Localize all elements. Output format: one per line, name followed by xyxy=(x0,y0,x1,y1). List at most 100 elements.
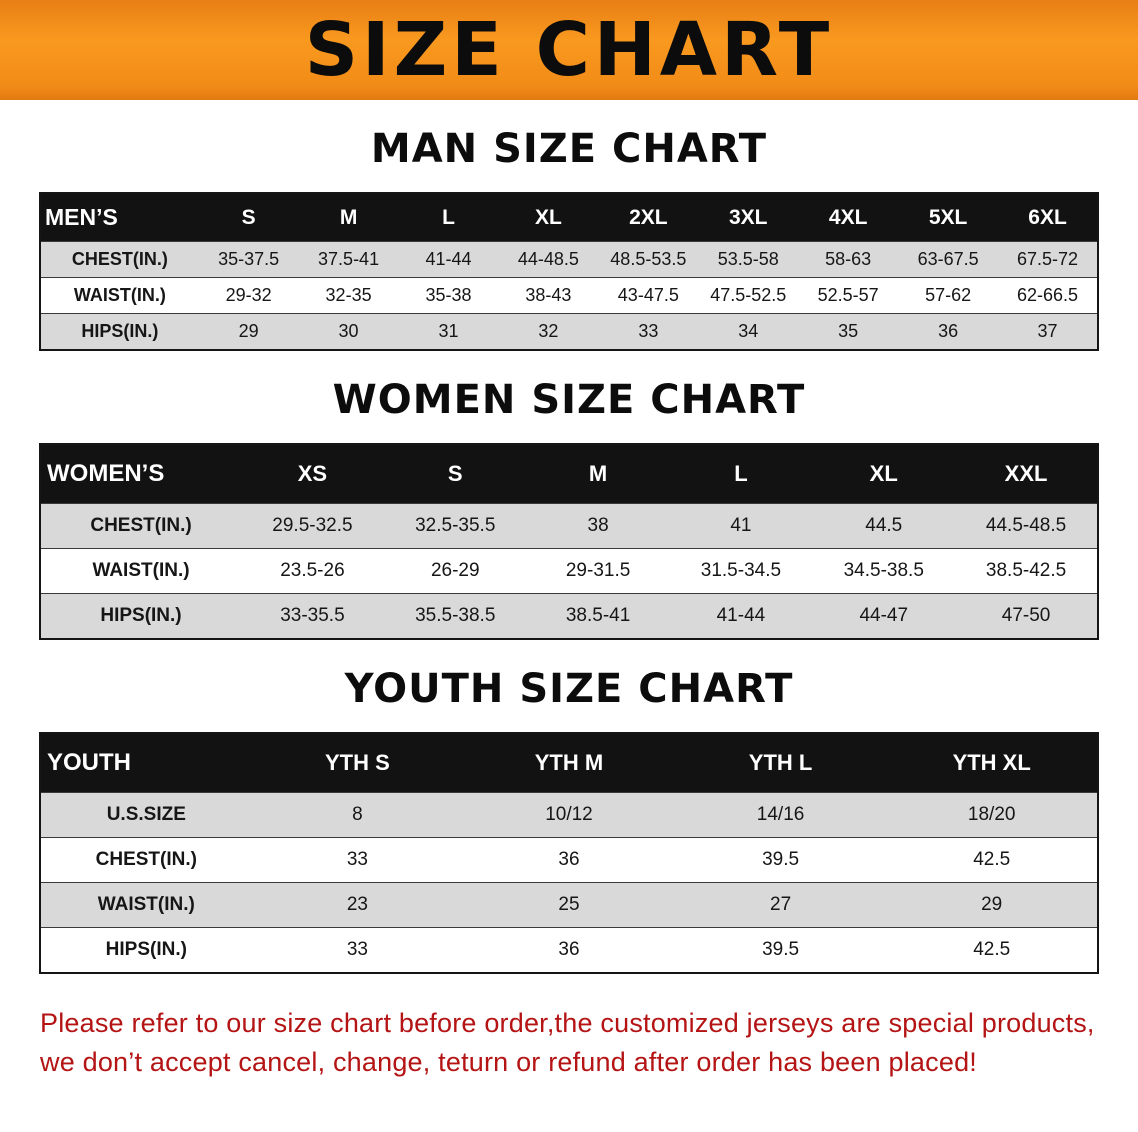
value-cell: 35-37.5 xyxy=(198,241,299,278)
men-section: MAN SIZE CHART MEN’S S M L XL 2XL 3XL 4XL 5XL 6XL C… xyxy=(0,126,1138,351)
youth-table: YOUTH YTH S YTH M YTH L YTH XL U.S.SIZE 8 10/12… xyxy=(39,732,1099,974)
youth-corner-header: YOUTH xyxy=(40,733,252,793)
youth-header-row: YOUTH YTH S YTH M YTH L YTH XL xyxy=(40,733,1098,793)
disclaimer-line-1: Please refer to our size chart before or… xyxy=(40,1008,1095,1038)
size-header: YTH L xyxy=(674,733,887,793)
size-header: S xyxy=(198,193,299,242)
size-header: 2XL xyxy=(598,193,699,242)
value-cell: 33 xyxy=(251,927,464,973)
value-cell: 37 xyxy=(998,313,1098,350)
value-cell: 36 xyxy=(898,313,999,350)
value-cell: 47.5-52.5 xyxy=(698,277,799,314)
value-cell: 43-47.5 xyxy=(598,277,699,314)
value-cell: 34.5-38.5 xyxy=(812,548,956,594)
value-cell: 35-38 xyxy=(398,277,499,314)
value-cell: 44.5-48.5 xyxy=(955,503,1098,549)
row-label: CHEST(IN.) xyxy=(40,837,252,883)
value-cell: 38-43 xyxy=(498,277,599,314)
row-label: CHEST(IN.) xyxy=(40,241,199,278)
men-heading: MAN SIZE CHART xyxy=(370,126,768,172)
value-cell: 42.5 xyxy=(886,927,1098,973)
value-cell: 10/12 xyxy=(463,792,675,838)
value-cell: 57-62 xyxy=(898,277,999,314)
value-cell: 58-63 xyxy=(798,241,899,278)
value-cell: 29 xyxy=(198,313,299,350)
row-label: HIPS(IN.) xyxy=(40,927,252,973)
value-cell: 29-31.5 xyxy=(526,548,670,594)
row-label: HIPS(IN.) xyxy=(40,593,242,639)
table-row: CHEST(IN.) 33 36 39.5 42.5 xyxy=(40,837,1098,883)
size-header: 5XL xyxy=(898,193,999,242)
row-label: WAIST(IN.) xyxy=(40,548,242,594)
size-header: L xyxy=(398,193,499,242)
table-row: CHEST(IN.) 29.5-32.5 32.5-35.5 38 41 44.5 44.5… xyxy=(40,503,1098,549)
value-cell: 44-47 xyxy=(812,593,956,639)
banner: SIZE CHART xyxy=(0,0,1138,100)
value-cell: 31.5-34.5 xyxy=(669,548,813,594)
size-header: XL xyxy=(812,444,956,504)
value-cell: 38.5-42.5 xyxy=(955,548,1098,594)
value-cell: 26-29 xyxy=(383,548,527,594)
value-cell: 39.5 xyxy=(674,927,887,973)
value-cell: 30 xyxy=(298,313,399,350)
table-row: U.S.SIZE 8 10/12 14/16 18/20 xyxy=(40,792,1098,838)
value-cell: 31 xyxy=(398,313,499,350)
table-row: WAIST(IN.) 29-32 32-35 35-38 38-43 43-47.5 47.… xyxy=(40,277,1098,314)
size-header: M xyxy=(298,193,399,242)
value-cell: 47-50 xyxy=(955,593,1098,639)
value-cell: 53.5-58 xyxy=(698,241,799,278)
value-cell: 25 xyxy=(463,882,675,928)
value-cell: 29 xyxy=(886,882,1098,928)
size-header: S xyxy=(383,444,527,504)
women-header-row: WOMEN’S XS S M L XL XXL xyxy=(40,444,1098,504)
value-cell: 29.5-32.5 xyxy=(241,503,384,549)
size-header: M xyxy=(526,444,670,504)
value-cell: 36 xyxy=(463,837,675,883)
row-label: U.S.SIZE xyxy=(40,792,252,838)
men-header-row: MEN’S S M L XL 2XL 3XL 4XL 5XL 6XL xyxy=(40,193,1098,242)
value-cell: 14/16 xyxy=(674,792,887,838)
size-header: 4XL xyxy=(798,193,899,242)
value-cell: 44.5 xyxy=(812,503,956,549)
value-cell: 32-35 xyxy=(298,277,399,314)
value-cell: 27 xyxy=(674,882,887,928)
value-cell: 33 xyxy=(251,837,464,883)
table-row: CHEST(IN.) 35-37.5 37.5-41 41-44 44-48.5 48.5… xyxy=(40,241,1098,278)
size-header: YTH S xyxy=(251,733,464,793)
sections: MAN SIZE CHART MEN’S S M L XL 2XL 3XL 4XL 5XL 6XL C… xyxy=(0,126,1138,974)
value-cell: 32 xyxy=(498,313,599,350)
row-label: WAIST(IN.) xyxy=(40,882,252,928)
value-cell: 63-67.5 xyxy=(898,241,999,278)
size-header: YTH M xyxy=(463,733,675,793)
value-cell: 52.5-57 xyxy=(798,277,899,314)
value-cell: 38.5-41 xyxy=(526,593,670,639)
row-label: HIPS(IN.) xyxy=(40,313,199,350)
youth-heading: YOUTH SIZE CHART xyxy=(344,666,794,712)
value-cell: 42.5 xyxy=(886,837,1098,883)
size-header: 3XL xyxy=(698,193,799,242)
value-cell: 36 xyxy=(463,927,675,973)
value-cell: 35.5-38.5 xyxy=(383,593,527,639)
value-cell: 23.5-26 xyxy=(241,548,384,594)
value-cell: 38 xyxy=(526,503,670,549)
youth-section: YOUTH SIZE CHART YOUTH YTH S YTH M YTH L YTH … xyxy=(0,666,1138,974)
value-cell: 32.5-35.5 xyxy=(383,503,527,549)
disclaimer-line-2: we don’t accept cancel, change, teturn o… xyxy=(40,1047,977,1078)
value-cell: 41-44 xyxy=(398,241,499,278)
size-chart-page: SIZE CHART MAN SIZE CHART MEN’S S M L XL 2XL 3X… xyxy=(0,0,1138,1078)
row-label: WAIST(IN.) xyxy=(40,277,199,314)
table-row: HIPS(IN.) 33 36 39.5 42.5 xyxy=(40,927,1098,973)
value-cell: 35 xyxy=(798,313,899,350)
table-row: WAIST(IN.) 23.5-26 26-29 29-31.5 31.5-34.5 34… xyxy=(40,548,1098,594)
table-row: HIPS(IN.) 29 30 31 32 33 34 35 36 37 xyxy=(40,313,1098,350)
value-cell: 48.5-53.5 xyxy=(598,241,699,278)
value-cell: 41-44 xyxy=(669,593,813,639)
value-cell: 34 xyxy=(698,313,799,350)
women-table: WOMEN’S XS S M L XL XXL CHEST(IN.) 29.5-32.5 32.5… xyxy=(39,443,1099,640)
value-cell: 33-35.5 xyxy=(241,593,384,639)
size-header: XS xyxy=(241,444,384,504)
value-cell: 62-66.5 xyxy=(998,277,1098,314)
value-cell: 8 xyxy=(251,792,464,838)
value-cell: 23 xyxy=(251,882,464,928)
table-row: WAIST(IN.) 23 25 27 29 xyxy=(40,882,1098,928)
